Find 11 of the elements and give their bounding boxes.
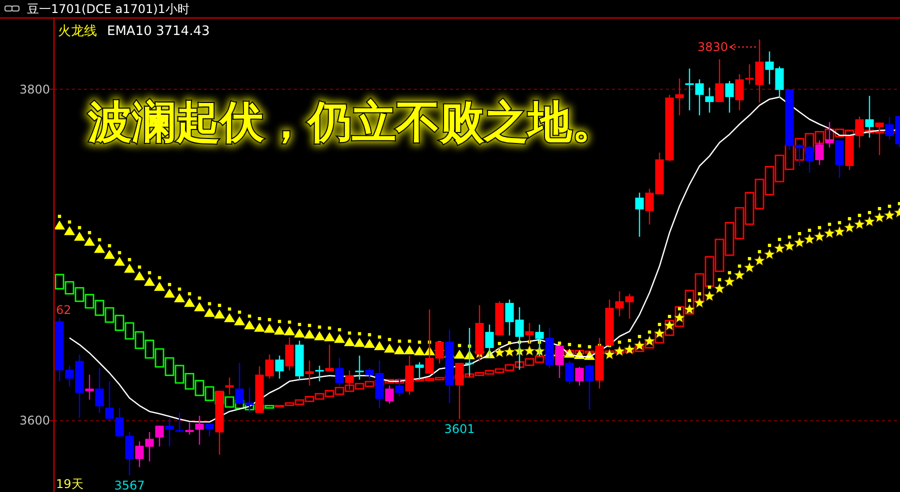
- annotation: 3601: [444, 422, 475, 436]
- y-tick-label: 3600: [19, 414, 50, 428]
- text: 火龙线: [58, 24, 97, 39]
- annotation: 19天: [56, 477, 84, 491]
- annotation: 62: [56, 302, 72, 317]
- annotation: 3567: [114, 478, 145, 492]
- chart-title: 豆一1701(DCE a1701)1小时: [27, 2, 190, 16]
- y-tick-label: 3800: [19, 82, 50, 96]
- annotation: 3830: [697, 40, 728, 54]
- text: EMA10 3714.43: [107, 24, 210, 39]
- annotation: 波澜起伏，仍立不败之地。: [87, 97, 616, 148]
